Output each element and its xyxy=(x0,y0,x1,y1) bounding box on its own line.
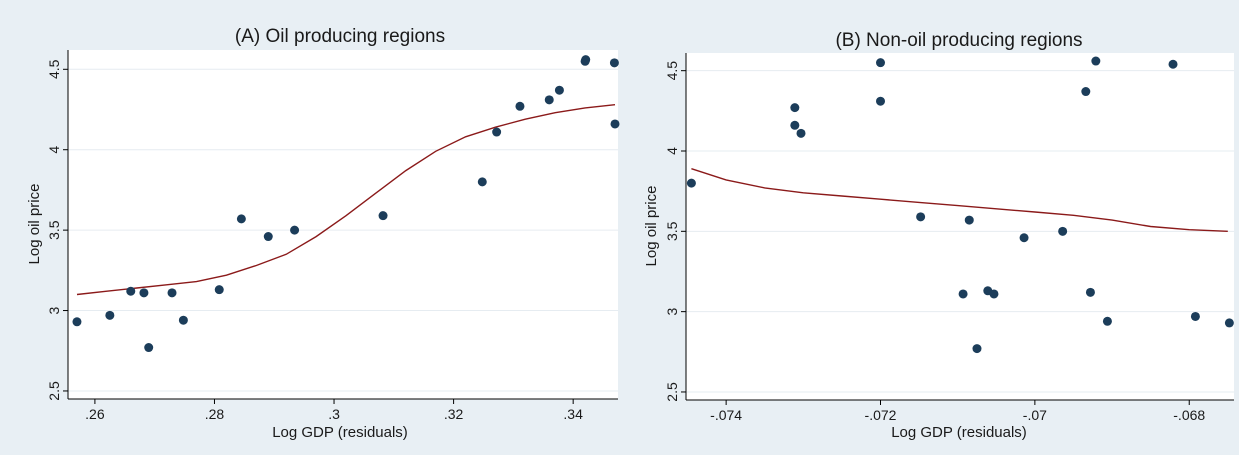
chart-a-points xyxy=(72,55,620,353)
chart-a-y-tick-label: 2.5 xyxy=(46,381,62,401)
chart-a-x-tick-label: .28 xyxy=(205,406,225,422)
chart-a-ylabel: Log oil price xyxy=(26,184,43,265)
chart-b-x-tick-label: -.072 xyxy=(865,407,897,423)
chart-b-x-tick-label: -.074 xyxy=(710,407,742,423)
chart-b-y-tick-label: 3.5 xyxy=(664,221,680,241)
chart-b-point xyxy=(958,289,968,299)
chart-a-point xyxy=(126,286,136,296)
chart-b-grid xyxy=(686,70,1234,393)
chart-a-point xyxy=(290,225,300,235)
chart-b-xlabel: Log GDP (residuals) xyxy=(891,424,1027,441)
chart-b-point xyxy=(989,289,999,299)
chart-b-y-tick-label: 3 xyxy=(664,308,680,316)
chart-a-point xyxy=(610,119,620,129)
chart-a-y-tick-label: 4.5 xyxy=(46,59,62,79)
chart-b-x-tick-label: -.068 xyxy=(1173,407,1205,423)
chart-a-xlabel: Log GDP (residuals) xyxy=(272,424,408,441)
chart-a-x-tick-label: .34 xyxy=(563,406,583,422)
chart-a-x-tick-label: .3 xyxy=(328,406,340,422)
chart-a-point xyxy=(214,285,224,295)
chart-a-point xyxy=(236,214,246,224)
chart-b-point xyxy=(796,128,806,138)
chart-b-title: (B) Non-oil producing regions xyxy=(835,30,1082,51)
chart-b-point xyxy=(1190,311,1200,321)
chart-a-point xyxy=(544,95,554,105)
chart-a-point xyxy=(581,55,591,65)
chart-a-x-tick-label: .32 xyxy=(444,406,464,422)
chart-b-point xyxy=(1058,226,1068,236)
chart-b-points xyxy=(686,56,1234,354)
chart-b-point xyxy=(1224,318,1234,328)
chart-a-point xyxy=(144,343,154,353)
chart-b-svg: 2.5 3 3.5 4 4.5 -.074 -.072 -.07 -.068 (B) Non-o… xyxy=(628,0,1239,455)
chart-b-point xyxy=(1019,233,1029,243)
chart-b-point xyxy=(1081,87,1091,97)
chart-b-point xyxy=(1102,316,1112,326)
chart-b-x-tick-label: -.07 xyxy=(1023,407,1047,423)
chart-b-point xyxy=(1085,287,1095,297)
chart-b-y-tick-label: 4 xyxy=(664,147,680,155)
chart-a-point xyxy=(72,317,82,327)
chart-a-y-tick-label: 4 xyxy=(46,146,62,154)
chart-b-point xyxy=(916,212,926,222)
chart-a-point xyxy=(554,85,564,95)
chart-b-tick-labels: 2.5 3 3.5 4 4.5 -.074 -.072 -.07 -.068 xyxy=(664,61,1205,423)
chart-b-point xyxy=(790,120,800,130)
chart-b-y-tick-label: 4.5 xyxy=(664,61,680,81)
chart-a-grid xyxy=(68,68,618,392)
chart-a-axes xyxy=(63,50,618,404)
chart-b-plot-area xyxy=(686,53,1234,400)
chart-b-fit-line xyxy=(691,168,1228,232)
chart-b-point xyxy=(876,58,886,68)
chart-a-plot-area xyxy=(68,50,618,399)
chart-b-point xyxy=(1168,59,1178,69)
chart-a-point xyxy=(263,232,273,242)
chart-panel-a: 2.5 3 3.5 4 4.5 .26 .28 .3 .32 .34 (A) Oil produc… xyxy=(0,0,628,455)
chart-a-fit-path xyxy=(76,104,616,296)
chart-b-point xyxy=(790,103,800,113)
chart-a-point xyxy=(609,58,619,68)
chart-a-tick-labels: 2.5 3 3.5 4 4.5 .26 .28 .3 .32 .34 xyxy=(46,59,583,422)
chart-b-fit-path xyxy=(691,168,1228,232)
chart-a-point xyxy=(139,288,149,298)
chart-a-y-tick-label: 3.5 xyxy=(46,220,62,240)
chart-a-point xyxy=(515,101,525,111)
chart-a-point xyxy=(477,177,487,187)
chart-b-ylabel: Log oil price xyxy=(643,186,660,267)
chart-b-point xyxy=(1091,56,1101,66)
chart-a-point xyxy=(378,211,388,221)
chart-a-title: (A) Oil producing regions xyxy=(235,26,445,47)
chart-a-point xyxy=(178,315,188,325)
chart-a-x-tick-label: .26 xyxy=(85,406,105,422)
chart-a-y-tick-label: 3 xyxy=(46,306,62,314)
chart-a-fit-line xyxy=(76,104,616,296)
chart-b-point xyxy=(686,178,696,188)
chart-b-y-tick-label: 2.5 xyxy=(664,382,680,402)
chart-b-point xyxy=(876,96,886,106)
chart-b-point xyxy=(964,215,974,225)
chart-b-point xyxy=(972,344,982,354)
chart-b-axes xyxy=(681,53,1234,405)
chart-a-point xyxy=(492,127,502,137)
chart-a-svg: 2.5 3 3.5 4 4.5 .26 .28 .3 .32 .34 (A) Oil produc… xyxy=(0,0,628,455)
chart-a-point xyxy=(105,310,115,320)
chart-a-point xyxy=(167,288,177,298)
chart-panel-b: 2.5 3 3.5 4 4.5 -.074 -.072 -.07 -.068 (B) Non-o… xyxy=(628,0,1239,455)
